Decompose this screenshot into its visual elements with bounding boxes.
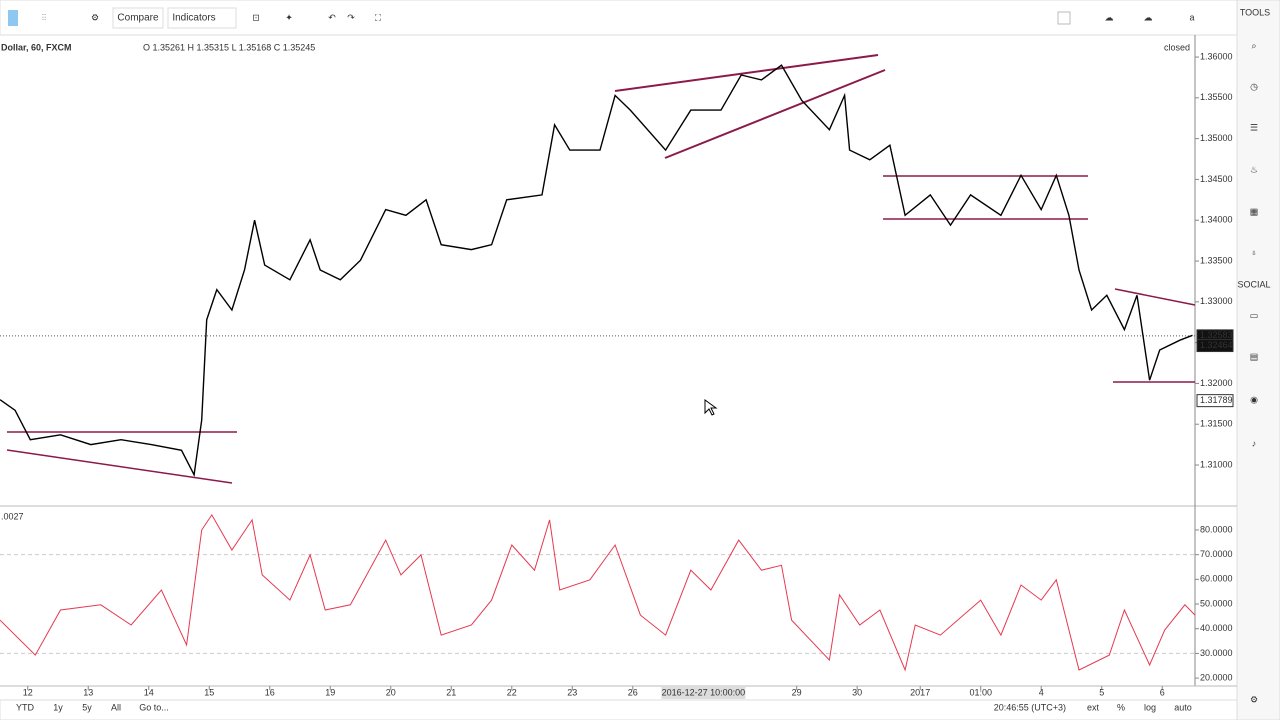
y-tick-label: 1.36000 <box>1200 51 1233 61</box>
icon-alert[interactable]: ✦ <box>285 12 293 22</box>
icon-bars[interactable]: ⫶⫶ <box>42 12 47 22</box>
sidebar-social: SOCIAL <box>1237 279 1270 289</box>
y-tick-label: 50.0000 <box>1200 598 1233 608</box>
range-button[interactable]: Go to... <box>139 702 169 712</box>
x-tick-label: 14 <box>144 687 154 697</box>
range-button[interactable]: 5y <box>82 702 92 712</box>
trendline[interactable] <box>664 69 886 159</box>
series-line <box>0 513 1196 672</box>
icon-settings[interactable]: ⚙ <box>91 12 99 22</box>
y-tick-label: 1.35000 <box>1200 133 1233 143</box>
icon-chat[interactable]: ▭ <box>1250 310 1259 320</box>
x-tick-label: 6 <box>1160 687 1165 697</box>
y-tick-label: 70.0000 <box>1200 549 1233 559</box>
x-tick-label: 15 <box>204 687 214 697</box>
crosshair-tag <box>661 687 746 699</box>
icon-fullscreen[interactable]: ⛶ <box>374 12 382 22</box>
price-tag <box>1196 339 1234 353</box>
cursor <box>704 399 718 416</box>
scale-option[interactable]: log <box>1144 702 1156 712</box>
bottom-bar <box>0 699 1238 720</box>
user-label[interactable]: a <box>1189 12 1194 22</box>
icon-notify[interactable]: ♪ <box>1252 438 1257 448</box>
price-tag <box>1196 394 1234 408</box>
price-tag-label: 1.32583 <box>1200 330 1233 340</box>
y-tick-label: 1.31000 <box>1200 459 1233 469</box>
y-tick-label: 40.0000 <box>1200 623 1233 633</box>
y-tick-label: 1.34500 <box>1200 174 1233 184</box>
clock: 20:46:55 (UTC+3) <box>994 702 1066 712</box>
x-tick-label: 29 <box>792 687 802 697</box>
x-tick-label: 23 <box>567 687 577 697</box>
indicators-label: Indicators <box>172 13 215 24</box>
range-button[interactable]: YTD <box>16 702 35 712</box>
market-status: closed <box>1164 42 1190 52</box>
icon-search[interactable]: ⌕ <box>1251 40 1256 50</box>
x-tick-label: 4 <box>1039 687 1044 697</box>
x-tick-label: 16 <box>265 687 275 697</box>
y-tick-label: 1.33000 <box>1200 296 1233 306</box>
series-line <box>0 64 1193 478</box>
x-tick-label: 19 <box>325 687 335 697</box>
drawings <box>6 54 1196 484</box>
compare-button[interactable] <box>112 7 164 29</box>
y-tick-label: 1.35500 <box>1200 92 1233 102</box>
range-button[interactable]: All <box>111 702 121 712</box>
sidebar <box>1236 0 1280 720</box>
trendline[interactable] <box>1114 288 1196 306</box>
y-tick-label: 1.31500 <box>1200 419 1233 429</box>
icon-layout[interactable] <box>1057 11 1071 25</box>
rsi-value: .0027 <box>1 511 24 521</box>
icon-undo[interactable]: ↶ <box>328 12 336 22</box>
icon-stream[interactable]: ◉ <box>1250 394 1258 404</box>
x-tick-label: 20 <box>386 687 396 697</box>
scale-option[interactable]: ext <box>1087 702 1100 712</box>
icon-redo[interactable]: ↷ <box>347 12 355 22</box>
price-tag-label: 1.31789 <box>1200 395 1233 405</box>
icon-clock[interactable]: ◷ <box>1250 81 1258 91</box>
trendline[interactable] <box>6 449 233 484</box>
x-tick-label: 22 <box>507 687 517 697</box>
x-tick-label: 01:00 <box>969 687 992 697</box>
y-tick-label: 60.0000 <box>1200 574 1233 584</box>
icon-list[interactable]: ☰ <box>1250 122 1258 132</box>
price-tag-label: 1.32464 <box>1200 340 1233 350</box>
icon-templates[interactable]: ⊡ <box>252 12 260 22</box>
icon-messages[interactable]: ▤ <box>1250 351 1259 361</box>
scale-option[interactable]: auto <box>1174 702 1192 712</box>
sidebar-icons: ⌕ ◷ ☰ ♨ ▦ ♁ ▭ ▤ ◉ ♪ ⚙ <box>1250 40 1259 704</box>
y-tick-label: 20.0000 <box>1200 672 1233 682</box>
icon-cloud[interactable]: ☁ <box>1105 12 1114 22</box>
ohlc: O 1.35261 H 1.35315 L 1.35168 C 1.35245 <box>143 42 315 52</box>
compare-label: Compare <box>117 13 159 24</box>
icon-settings2[interactable]: ⚙ <box>1250 694 1258 704</box>
icon-idea[interactable]: ♁ <box>1251 247 1258 257</box>
symbol-title: Dollar, 60, FXCM <box>1 42 72 52</box>
y-tick-label: 30.0000 <box>1200 648 1233 658</box>
scale-option[interactable]: % <box>1117 702 1125 712</box>
x-tick-label: 13 <box>83 687 93 697</box>
x-tick-label: 12 <box>23 687 33 697</box>
trendline[interactable] <box>614 54 879 92</box>
x-tick-label: 26 <box>628 687 638 697</box>
x-tick-label: 2017 <box>910 687 930 697</box>
y-tick-label: 1.33500 <box>1200 255 1233 265</box>
crosshair-label: 2016-12-27 10:00:00 <box>662 687 746 697</box>
y-tick-label: 1.32000 <box>1200 378 1233 388</box>
icon-fire[interactable]: ♨ <box>1250 164 1258 174</box>
sidebar-tools: TOOLS <box>1240 7 1270 17</box>
x-tick-label: 30 <box>852 687 862 697</box>
indicators-button[interactable] <box>167 7 237 29</box>
icon-symbol[interactable] <box>8 10 18 26</box>
x-tick-label: 5 <box>1099 687 1104 697</box>
icon-calendar[interactable]: ▦ <box>1250 206 1259 216</box>
y-tick-label: 80.0000 <box>1200 524 1233 534</box>
x-tick-label: 21 <box>446 687 456 697</box>
range-button[interactable]: 1y <box>53 702 63 712</box>
icon-publish[interactable]: ☁ <box>1144 12 1153 22</box>
y-tick-label: 1.34000 <box>1200 215 1233 225</box>
